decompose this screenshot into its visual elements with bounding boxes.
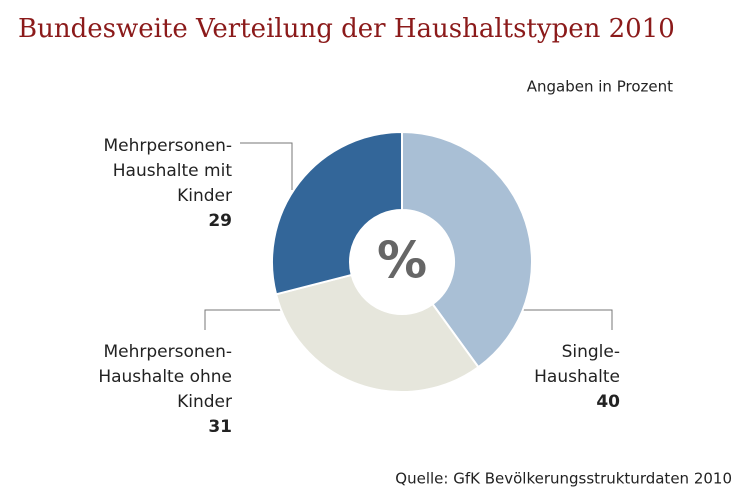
category-label: Single- — [562, 342, 620, 362]
donut-segment — [401, 130, 533, 369]
value-label: 40 — [596, 392, 620, 412]
value-label: 31 — [208, 417, 232, 437]
center-label: % — [377, 232, 427, 290]
leader-line — [204, 309, 308, 330]
category-label: Mehrpersonen- — [103, 342, 232, 362]
value-label: 29 — [208, 211, 232, 231]
chart-title: Bundesweite Verteilung der Haushaltstype… — [18, 14, 675, 44]
donut-segment — [271, 130, 403, 296]
category-label: Kinder — [177, 392, 232, 412]
donut-segment — [274, 273, 480, 393]
source: Quelle: GfK Bevölkerungsstrukturdaten 20… — [395, 470, 732, 488]
category-label: Haushalte ohne — [98, 367, 232, 387]
category-label: Mehrpersonen- — [103, 136, 232, 156]
category-label: Haushalte — [534, 367, 620, 387]
subtitle: Angaben in Prozent — [527, 78, 673, 96]
category-label: Kinder — [177, 186, 232, 206]
leader-line — [500, 309, 613, 330]
leader-line — [240, 142, 293, 190]
category-label: Haushalte mit — [113, 161, 233, 181]
